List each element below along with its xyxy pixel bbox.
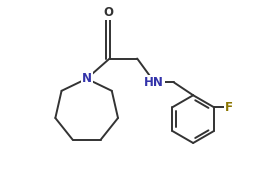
Text: O: O xyxy=(104,6,114,18)
Text: F: F xyxy=(225,101,233,114)
Text: N: N xyxy=(82,72,92,85)
Text: HN: HN xyxy=(144,76,164,89)
